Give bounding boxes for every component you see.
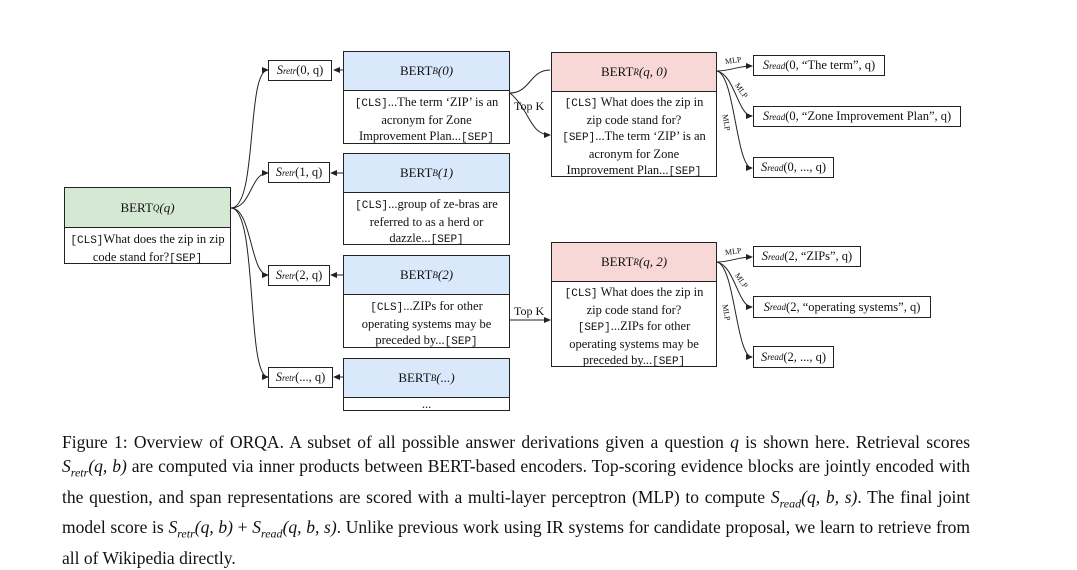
edge-q-s3 xyxy=(230,207,269,380)
edge-q-s0 xyxy=(230,67,269,209)
reader-2-title: BERT R (q, 2) xyxy=(552,243,716,282)
edge-q-s2 xyxy=(230,207,269,278)
block-encoder-1: BERT B (1) [CLS]...group of ze-bras are re… xyxy=(343,153,510,246)
block-encoder-0-input: [CLS]...The term ‘ZIP’ is an acronym for… xyxy=(354,95,499,144)
reader-2: BERT R (q, 2) [CLS] What does the zip in z… xyxy=(551,242,717,368)
edge-q-s1 xyxy=(230,170,269,209)
block-encoder-0: BERT B (0) [CLS]...The term ‘ZIP’ is an ac… xyxy=(343,51,510,144)
edge-b0-r0b xyxy=(509,92,551,138)
edge-r0-sr1 xyxy=(716,70,753,119)
block-encoder-2-title: BERT B (2) xyxy=(344,256,509,295)
block-encoder-3: BERT B (...) ... xyxy=(343,358,510,411)
topk-label-0: Top K xyxy=(514,99,545,113)
edge-r0-sr0 xyxy=(716,63,753,72)
block-encoder-1-input: [CLS]...group of ze-bras are referred to… xyxy=(355,197,498,246)
reader-0-title: BERT R (q, 0) xyxy=(552,53,716,92)
caption-label: Figure 1: xyxy=(62,432,128,452)
edge-r0-sr2 xyxy=(716,70,753,171)
question-encoder: BERT Q (q) [CLS]What does the zip in zip c… xyxy=(64,187,231,265)
question-encoder-input: [CLS]What does the zip in zip code stand… xyxy=(70,232,225,265)
reader-2-input: [CLS] What does the zip in zip code stan… xyxy=(564,285,704,368)
figure-caption: Figure 1: Overview of ORQA. A subset of … xyxy=(62,432,971,568)
block-encoder-0-title: BERT B (0) xyxy=(344,52,509,91)
block-encoder-3-input: ... xyxy=(421,397,432,411)
question-encoder-title: BERT Q (q) xyxy=(65,188,230,228)
edge-b0-r0 xyxy=(509,69,551,94)
block-encoder-2-input: [CLS]...ZIPs for other operating systems… xyxy=(361,299,492,348)
edge-r2-sr4 xyxy=(716,261,753,310)
reader-0: BERT R (q, 0) [CLS] What does the zip in z… xyxy=(551,52,717,178)
edge-r2-sr5 xyxy=(716,261,753,360)
block-encoder-2: BERT B (2) [CLS]...ZIPs for other operatin… xyxy=(343,255,510,348)
block-encoder-1-title: BERT B (1) xyxy=(344,154,509,193)
reader-0-input: [CLS] What does the zip in zip code stan… xyxy=(562,95,706,178)
edge-r2-sr3 xyxy=(716,254,753,263)
topk-label-2: Top K xyxy=(514,304,545,318)
block-encoder-3-title: BERT B (...) xyxy=(344,359,509,398)
